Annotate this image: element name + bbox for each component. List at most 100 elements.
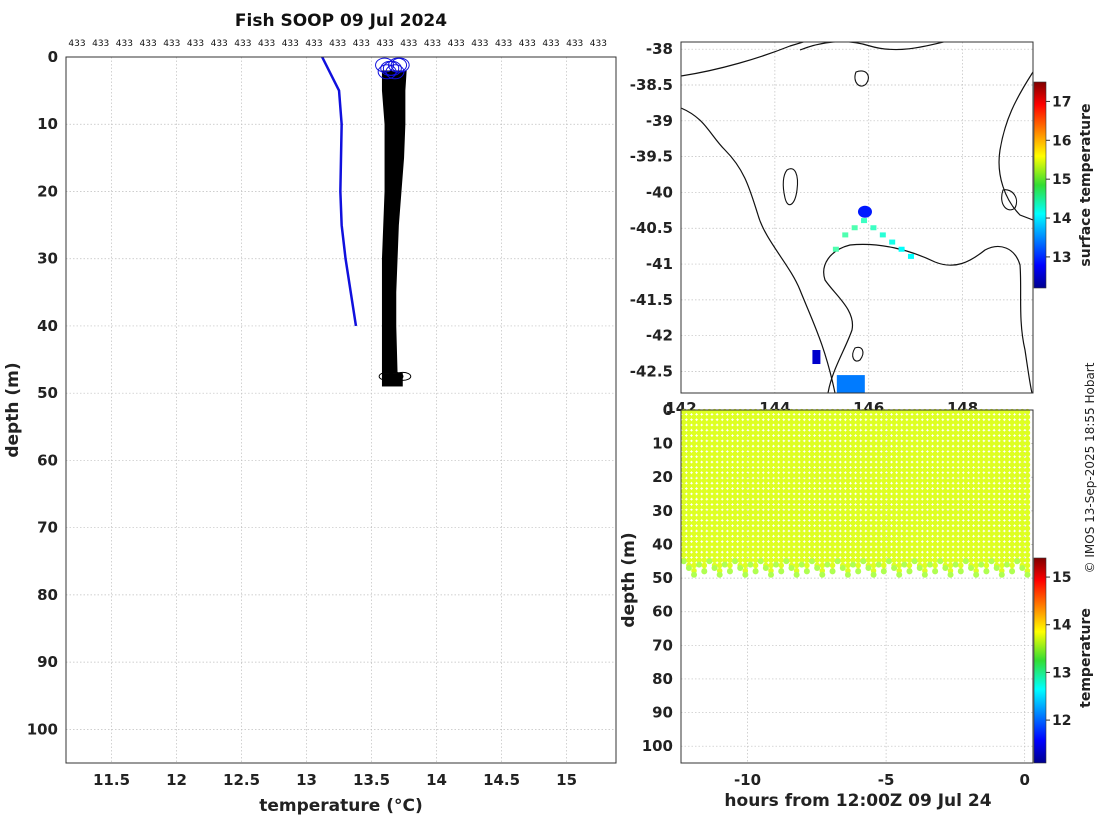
profile-y-tick-label: 100 — [27, 720, 58, 738]
profile-x-tick-label: 12.5 — [223, 771, 260, 789]
profile-bottom-point — [737, 565, 744, 572]
profile-bottom-point — [932, 568, 939, 575]
top-annotation-label: 433 — [400, 39, 417, 49]
profile-start-marker — [388, 57, 408, 73]
sst-pixels — [812, 218, 914, 393]
map-lat-tick-label: -39 — [646, 112, 673, 130]
profile-bottom-point — [767, 571, 774, 578]
sst-colorbar-tick-label: 14 — [1052, 211, 1072, 227]
time-depth-y-tick-label: 90 — [652, 704, 673, 722]
profile-bottom-point — [788, 565, 795, 572]
sst-pixel — [898, 246, 905, 252]
map-lat-tick-label: -40 — [646, 183, 673, 201]
profile-bottom-point — [1014, 558, 1021, 565]
profile-bottom-point — [691, 571, 698, 578]
profile-x-label: temperature (°C) — [259, 796, 423, 816]
sst-colorbar-tick-label: 16 — [1052, 133, 1071, 149]
coastline-victoria — [681, 42, 806, 77]
sst-pixel — [889, 239, 896, 245]
profile-bottom-point — [937, 558, 944, 565]
profile-bottom-point — [778, 568, 785, 575]
top-annotation-label: 433 — [495, 39, 512, 49]
map-lat-tick-label: -38.5 — [630, 76, 673, 94]
profile-grid — [66, 56, 616, 763]
map-lat-tick-label: -41.5 — [630, 291, 673, 309]
profile-y-tick-label: 30 — [37, 250, 58, 268]
profile-bottom-point — [680, 558, 687, 565]
profile-bottom-point — [957, 568, 964, 575]
profile-bottom-point — [685, 565, 692, 572]
profile-bottom-point — [978, 561, 985, 568]
map-lon-tick-label: 148 — [947, 399, 978, 417]
profile-x-tick-label: 14 — [426, 771, 447, 789]
top-annotation-label: 433 — [377, 39, 394, 49]
sst-pixel — [861, 218, 868, 224]
profile-y-label: depth (m) — [3, 362, 23, 457]
profile-bottom-point — [834, 558, 841, 565]
profile-bottom-point — [921, 571, 928, 578]
credit-text: © IMOS 13-Sep-2025 18:55 Hobart — [1083, 362, 1097, 573]
top-annotation-label: 433 — [116, 39, 133, 49]
profile-bottom-point — [947, 571, 954, 578]
profile-bottom-point — [1019, 565, 1026, 572]
profile-y-tick-label: 90 — [37, 653, 58, 671]
time-depth-y-tick-label: 10 — [652, 435, 673, 453]
coastlines — [681, 42, 1033, 393]
profile-bottom-point — [870, 571, 877, 578]
profile-bottom-point — [1009, 568, 1016, 575]
profile-bottom-point — [844, 571, 851, 578]
profile-bottom-point — [998, 571, 1005, 578]
top-annotation-label: 433 — [353, 39, 370, 49]
profile-series — [321, 56, 412, 387]
profile-chart: Fish SOOP 09 Jul 2024 433 433 433 433 433 433… — [3, 11, 617, 816]
island-north — [854, 70, 869, 87]
profile-bottom-point — [839, 565, 846, 572]
top-annotation-label: 433 — [542, 39, 559, 49]
sst-colorbar-ticks: 13 14 15 16 17 — [1046, 94, 1072, 266]
time-depth-y-tick-label: 80 — [652, 670, 673, 688]
map-grid — [680, 42, 1033, 393]
time-depth-x-ticks: -10 -5 0 — [734, 771, 1030, 789]
profile-x-tick-label: 13.5 — [353, 771, 390, 789]
sst-map: -38 -38.5 -39 -39.5 -40 -40.5 -41 -41.5 -42 -42.5… — [630, 40, 1094, 417]
profile-bottom-point — [783, 558, 790, 565]
profile-start-marker — [382, 60, 402, 76]
profile-y-tick-label: 80 — [37, 586, 58, 604]
top-annotation-label: 433 — [211, 39, 228, 49]
profile-bottom-point — [968, 565, 975, 572]
profile-bottom-point — [850, 561, 857, 568]
sst-pixel — [870, 225, 877, 231]
profile-bottom-point — [855, 568, 862, 575]
time-depth-y-tick-label: 30 — [652, 502, 673, 520]
sst-pixel — [851, 225, 858, 231]
top-annotation-label: 433 — [163, 39, 180, 49]
profile-bottom-point — [860, 558, 867, 565]
profile-bottom-point — [701, 568, 708, 575]
profile-bottom-point — [1003, 561, 1010, 568]
sst-colorbar-tick-label: 15 — [1052, 172, 1071, 188]
profile-y-tick-label: 20 — [37, 182, 58, 200]
profile-y-tick-label: 0 — [48, 48, 58, 66]
profile-bottom-point — [721, 561, 728, 568]
profile-x-tick-label: 11.5 — [93, 771, 130, 789]
temperature-colorbar-label: temperature — [1078, 608, 1094, 708]
top-annotation-label: 433 — [329, 39, 346, 49]
sst-colorbar-tick-label: 13 — [1052, 250, 1071, 266]
island-south — [852, 346, 864, 362]
time-depth-points — [680, 408, 1031, 578]
profile-x-tick-label: 15 — [556, 771, 577, 789]
top-annotation-label: 433 — [68, 39, 85, 49]
profile-bottom-point — [896, 571, 903, 578]
sst-pixel — [842, 232, 849, 238]
profile-bottom-point — [747, 561, 754, 568]
time-depth-y-tick-label: 40 — [652, 535, 673, 553]
top-annotation-label: 433 — [590, 39, 607, 49]
profile-bottom-point — [752, 568, 759, 575]
time-depth-y-tick-label: 100 — [642, 737, 673, 755]
profile-bottom-point — [962, 558, 969, 565]
profile-y-ticks: 0 10 20 30 40 50 60 70 80 90 100 — [27, 48, 58, 738]
profile-bottom-point — [983, 568, 990, 575]
profile-y-tick-label: 10 — [37, 115, 58, 133]
profile-y-tick-label: 40 — [37, 317, 58, 335]
profile-bottom-point — [973, 571, 980, 578]
